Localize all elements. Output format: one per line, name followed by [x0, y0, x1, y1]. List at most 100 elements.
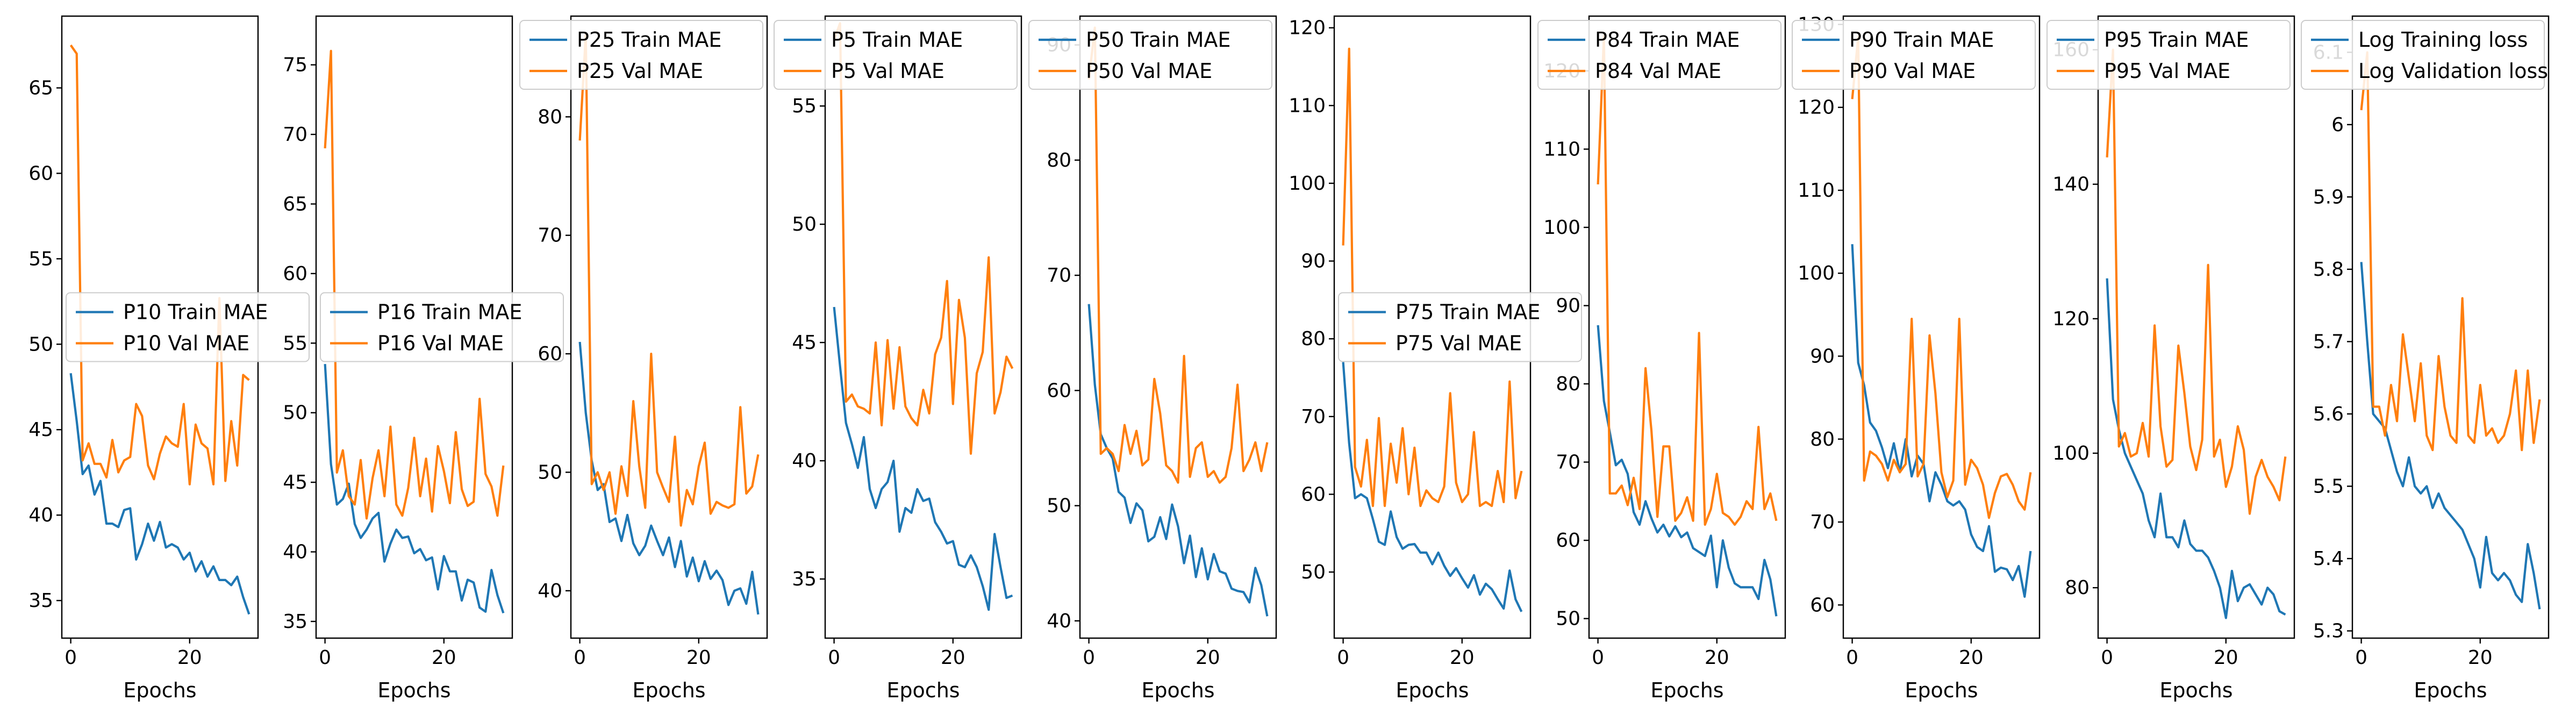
legend-box	[774, 20, 1018, 90]
y-tick-label: 40	[538, 580, 562, 602]
x-tick-label: 0	[1337, 647, 1349, 669]
y-tick-label: 70	[1810, 511, 1835, 533]
y-tick-label: 70	[1047, 265, 1071, 287]
legend: Log Training loss Log Validation loss	[2301, 20, 2548, 90]
x-tick-label: 0	[2355, 647, 2367, 669]
axes-frame	[2351, 15, 2550, 639]
legend-label: P84 Val MAE	[1595, 59, 1721, 83]
series-line-train	[578, 341, 760, 615]
y-tick-label: 120	[1289, 17, 1326, 39]
legend-label: P95 Val MAE	[2104, 59, 2230, 83]
chart-panel-3: 40 50 60 70 80 0 20 Epochs P25 Train MAE P25 Val …	[519, 15, 768, 702]
y-tick-label: 5.5	[2313, 475, 2344, 497]
y-tick-label: 90	[1301, 251, 1326, 273]
x-tick-label: 20	[686, 647, 711, 669]
series-line-train	[2360, 262, 2541, 610]
x-tick-label: 20	[1196, 647, 1220, 669]
chart-panel-9: 80100120140160020EpochsP95 Train MAEP95 …	[2047, 15, 2295, 702]
legend-label: Log Training loss	[2358, 28, 2528, 52]
legend-label: P50 Train MAE	[1086, 28, 1230, 52]
legend: P90 Train MAE P90 Val MAE	[1792, 20, 2036, 90]
x-tick-label: 20	[1959, 647, 1984, 669]
series-line-train	[1851, 244, 2032, 598]
y-tick-label: 140	[2052, 174, 2090, 196]
axes-frame	[1079, 15, 1277, 639]
legend-box	[1338, 292, 1582, 362]
legend-label: P10 Train MAE	[123, 301, 268, 324]
legend: P16 Train MAE P16 Val MAE	[320, 292, 564, 362]
legend-box	[320, 292, 564, 362]
legend: P95 Train MAE P95 Val MAE	[2047, 20, 2291, 90]
y-tick-label: 35	[283, 611, 307, 633]
y-tick-label: 80	[1047, 149, 1071, 171]
series-line-train	[1087, 304, 1269, 617]
y-tick-label: 80	[1556, 373, 1580, 395]
y-tick-label: 40	[283, 541, 307, 563]
y-tick-label: 50	[792, 213, 817, 235]
y-tick-label: 70	[1556, 452, 1580, 474]
x-tick-label: 20	[941, 647, 965, 669]
series-line-train	[2106, 278, 2286, 619]
series-line-train	[69, 373, 251, 615]
chart-panel-2: 35 40 45 50 55 60 65 70 75 0 20 Epochs P16 Train MAE…	[283, 15, 564, 702]
x-axis-label: Epochs	[377, 678, 450, 702]
y-tick-label: 100	[1798, 262, 1835, 284]
y-tick-label: 5.3	[2313, 620, 2344, 642]
y-tick-label: 55	[283, 332, 307, 354]
series-line-val	[578, 32, 760, 527]
x-tick-label: 0	[574, 647, 586, 669]
x-axis-label: Epochs	[1396, 678, 1469, 702]
y-tick-label: 5.4	[2313, 548, 2344, 570]
y-tick-label: 5.7	[2313, 331, 2344, 353]
y-tick-label: 40	[792, 450, 817, 472]
x-tick-label: 0	[828, 647, 840, 669]
y-tick-label: 70	[283, 124, 307, 146]
legend-label: P84 Train MAE	[1595, 28, 1740, 52]
legend-label: P50 Val MAE	[1086, 59, 1212, 83]
series-line-val	[1597, 34, 1778, 526]
legend-box	[2301, 20, 2545, 90]
y-tick-label: 65	[283, 193, 307, 215]
series-line-train	[1342, 362, 1523, 612]
chart-panel-10: 5.35.45.55.65.75.85.966.1020EpochsLog Tr…	[2301, 15, 2550, 702]
x-axis-label: Epochs	[886, 678, 960, 702]
y-tick-label: 50	[1047, 495, 1071, 517]
legend-label: P25 Train MAE	[577, 28, 721, 52]
legend-label: P5 Val MAE	[831, 59, 944, 83]
chart-panel-6: 50 60 70 80 90 100 110 120 0 20 Epochs P75 Train MA…	[1289, 15, 1582, 702]
legend: P25 Train MAE P25 Val MAE	[519, 20, 763, 90]
legend: P75 Train MAE P75 Val MAE	[1338, 292, 1582, 362]
axes-frame	[824, 15, 1022, 639]
y-tick-label: 55	[792, 95, 817, 117]
x-tick-label: 20	[2214, 647, 2238, 669]
series-line-val	[1851, 35, 2032, 519]
x-tick-label: 20	[2468, 647, 2493, 669]
y-tick-label: 5.6	[2313, 403, 2344, 425]
y-tick-label: 80	[1301, 328, 1326, 350]
y-tick-label: 40	[1047, 610, 1071, 632]
y-tick-label: 45	[792, 332, 817, 354]
y-tick-label: 100	[1543, 217, 1580, 239]
y-tick-label: 120	[2052, 308, 2090, 330]
series-line-val	[1342, 47, 1523, 507]
legend-label: P5 Train MAE	[831, 28, 963, 52]
legend-label: P75 Train MAE	[1396, 301, 1540, 324]
y-tick-label: 40	[28, 504, 53, 526]
y-tick-label: 70	[538, 225, 562, 247]
legend-box	[1792, 20, 2036, 90]
y-tick-label: 50	[538, 461, 562, 483]
series-line-val	[1087, 26, 1269, 484]
y-tick-label: 70	[1301, 406, 1326, 428]
x-tick-label: 20	[177, 647, 202, 669]
series-line-val	[833, 22, 1014, 455]
y-tick-label: 80	[2065, 577, 2090, 599]
legend: P10 Train MAE P10 Val MAE	[66, 292, 310, 362]
legend-label: P25 Val MAE	[577, 59, 703, 83]
axes-frame	[570, 15, 768, 639]
y-tick-label: 90	[1810, 345, 1835, 367]
legend: P5 Train MAE P5 Val MAE	[774, 20, 1018, 90]
legend-box	[1537, 20, 1781, 90]
x-tick-label: 0	[1846, 647, 1858, 669]
y-tick-label: 60	[1556, 530, 1580, 552]
